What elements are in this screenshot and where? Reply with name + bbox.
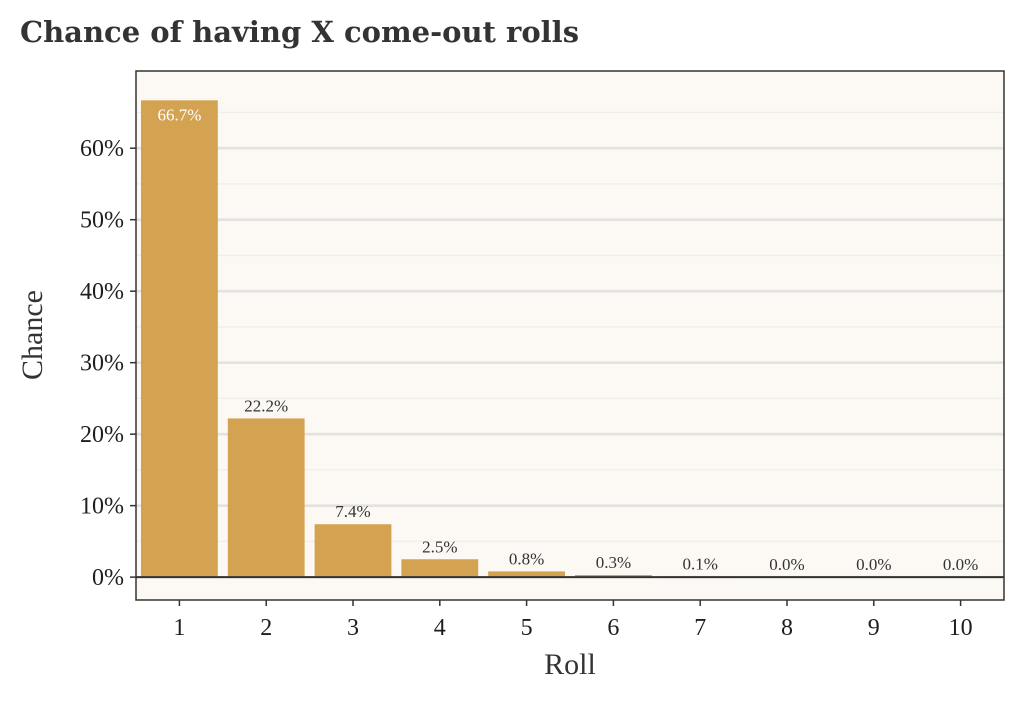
x-tick-label: 1	[173, 615, 185, 641]
data-label-7: 0.1%	[682, 554, 717, 573]
data-label-2: 22.2%	[244, 396, 288, 415]
plot-border	[135, 70, 1005, 601]
y-tick-label: 10%	[80, 494, 124, 520]
x-tick-label: 8	[781, 615, 793, 641]
x-tick-label: 2	[260, 615, 272, 641]
x-tick-label: 6	[607, 615, 619, 641]
y-axis: 0% 10% 20% 30% 40% 50% 60%	[80, 136, 136, 591]
data-label-6: 0.3%	[596, 553, 631, 572]
y-tick-label: 50%	[80, 208, 124, 234]
bar-3	[314, 524, 392, 578]
chart-title: Chance of having X come-out rolls	[20, 15, 579, 49]
x-tick-label: 9	[868, 615, 880, 641]
data-label-8: 0.0%	[769, 555, 804, 574]
x-tick-label: 10	[949, 615, 973, 641]
bars	[140, 100, 739, 578]
data-label-9: 0.0%	[856, 555, 891, 574]
x-tick-label: 5	[521, 615, 533, 641]
y-tick-label: 20%	[80, 422, 124, 448]
x-tick-label: 4	[434, 615, 446, 641]
bar-4	[401, 559, 479, 578]
bar-2	[227, 418, 305, 578]
x-axis: 1 2 3 4 5 6 7 8 9 10	[173, 600, 973, 641]
data-labels: 66.7% 22.2% 7.4% 2.5% 0.8% 0.3% 0.1% 0.0% 0.0% 0.…	[157, 105, 978, 574]
data-label-5: 0.8%	[509, 549, 544, 568]
y-tick-label: 0%	[92, 565, 124, 591]
bar-5	[488, 571, 566, 578]
y-tick-label: 60%	[80, 136, 124, 162]
y-tick-label: 40%	[80, 279, 124, 305]
x-axis-title: Roll	[544, 648, 596, 681]
data-label-10: 0.0%	[943, 555, 978, 574]
bar-1	[140, 100, 218, 578]
data-label-3: 7.4%	[335, 502, 370, 521]
data-label-1: 66.7%	[157, 105, 201, 124]
data-label-4: 2.5%	[422, 537, 457, 556]
y-tick-label: 30%	[80, 351, 124, 377]
x-tick-label: 7	[694, 615, 706, 641]
y-axis-title: Chance	[16, 290, 49, 380]
x-tick-label: 3	[347, 615, 359, 641]
bar-6	[574, 574, 652, 578]
